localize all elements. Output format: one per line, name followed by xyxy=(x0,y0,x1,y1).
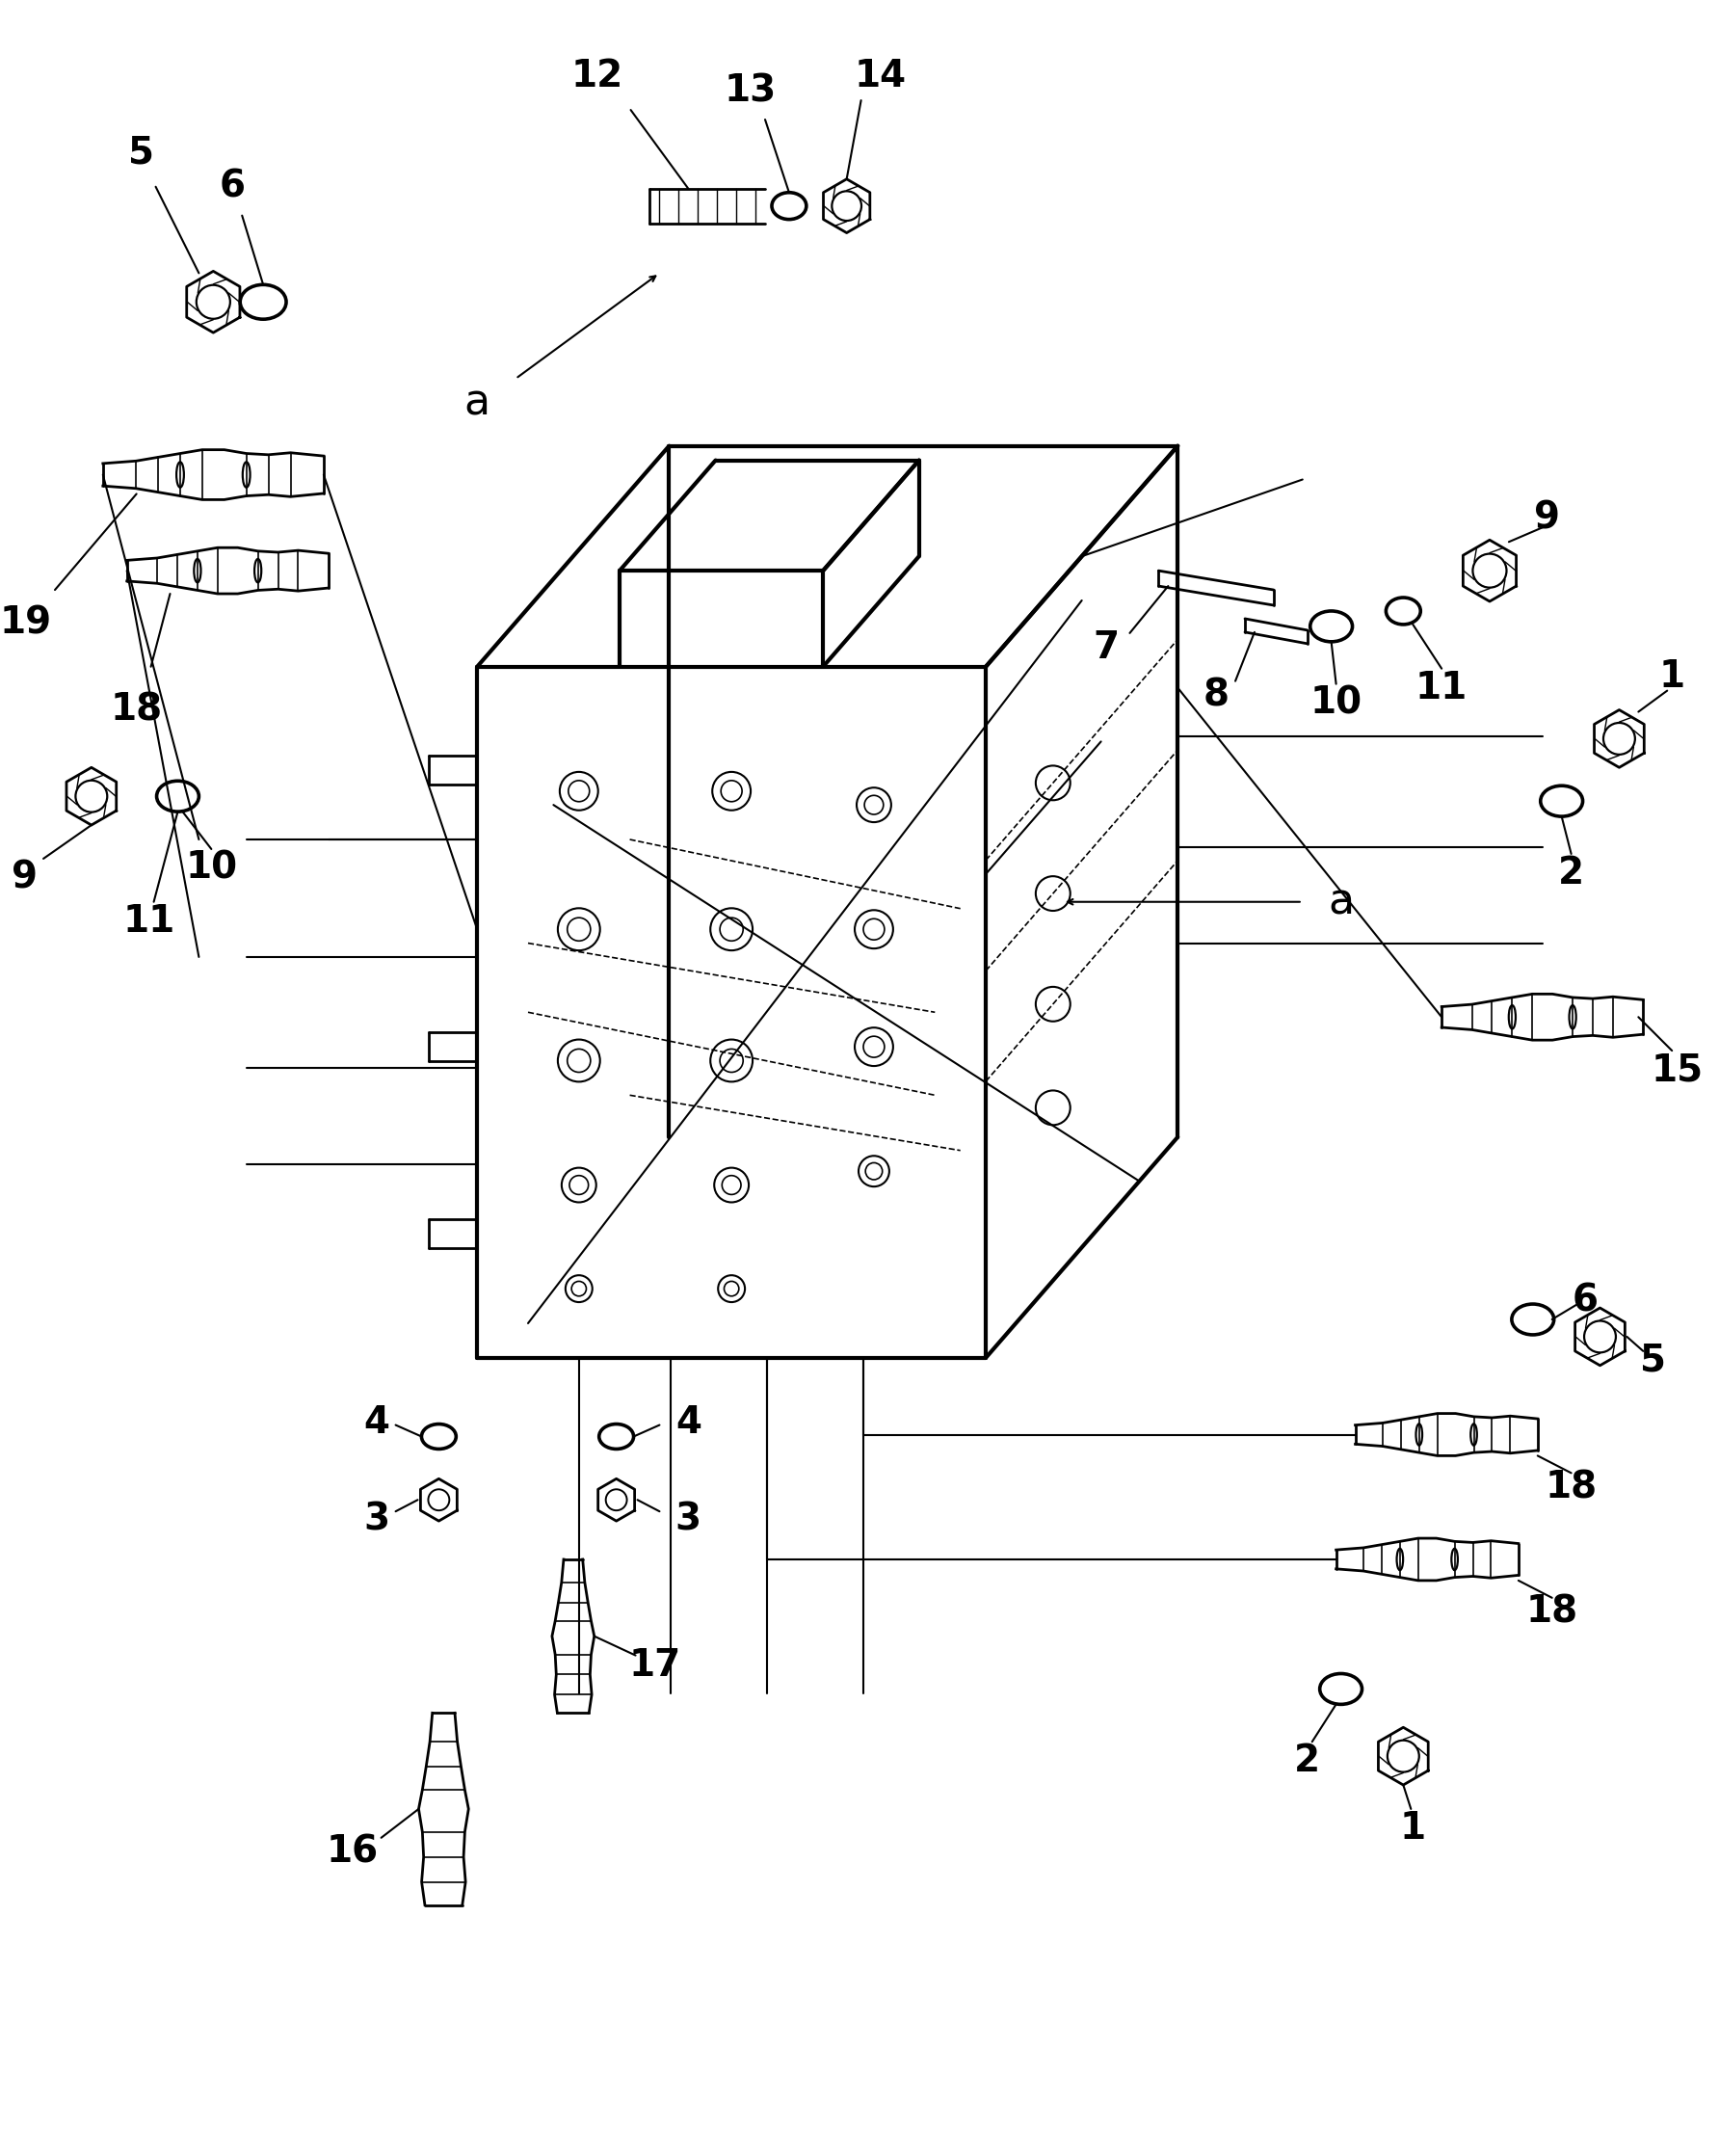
Text: 11: 11 xyxy=(1415,671,1468,707)
Text: 3: 3 xyxy=(363,1501,390,1537)
Text: 10: 10 xyxy=(1310,686,1361,722)
Text: 6: 6 xyxy=(1573,1283,1599,1319)
Text: 3: 3 xyxy=(676,1501,701,1537)
Text: 2: 2 xyxy=(1294,1742,1320,1779)
Text: 1: 1 xyxy=(1399,1809,1427,1846)
Text: 4: 4 xyxy=(676,1404,701,1440)
Text: 9: 9 xyxy=(1535,500,1561,537)
Text: 11: 11 xyxy=(122,903,175,940)
Text: 8: 8 xyxy=(1203,677,1229,714)
Text: 2: 2 xyxy=(1557,854,1585,890)
Text: 17: 17 xyxy=(629,1647,681,1684)
Text: 16: 16 xyxy=(327,1835,378,1871)
Text: 1: 1 xyxy=(1659,658,1685,694)
Text: 19: 19 xyxy=(0,606,52,642)
Text: 4: 4 xyxy=(363,1404,390,1440)
Text: 5: 5 xyxy=(129,136,155,172)
Text: 13: 13 xyxy=(724,73,777,110)
Text: 18: 18 xyxy=(110,692,163,729)
Text: 18: 18 xyxy=(1526,1593,1578,1630)
Text: 12: 12 xyxy=(571,58,624,95)
Text: a: a xyxy=(464,382,490,423)
Text: a: a xyxy=(1327,882,1355,923)
Text: 6: 6 xyxy=(220,168,246,205)
Text: 5: 5 xyxy=(1640,1343,1666,1380)
Text: 15: 15 xyxy=(1650,1052,1704,1089)
Text: 9: 9 xyxy=(12,860,38,897)
Text: 14: 14 xyxy=(854,58,906,95)
Text: 7: 7 xyxy=(1093,630,1119,666)
Text: 10: 10 xyxy=(186,849,237,886)
Text: 18: 18 xyxy=(1545,1468,1597,1505)
